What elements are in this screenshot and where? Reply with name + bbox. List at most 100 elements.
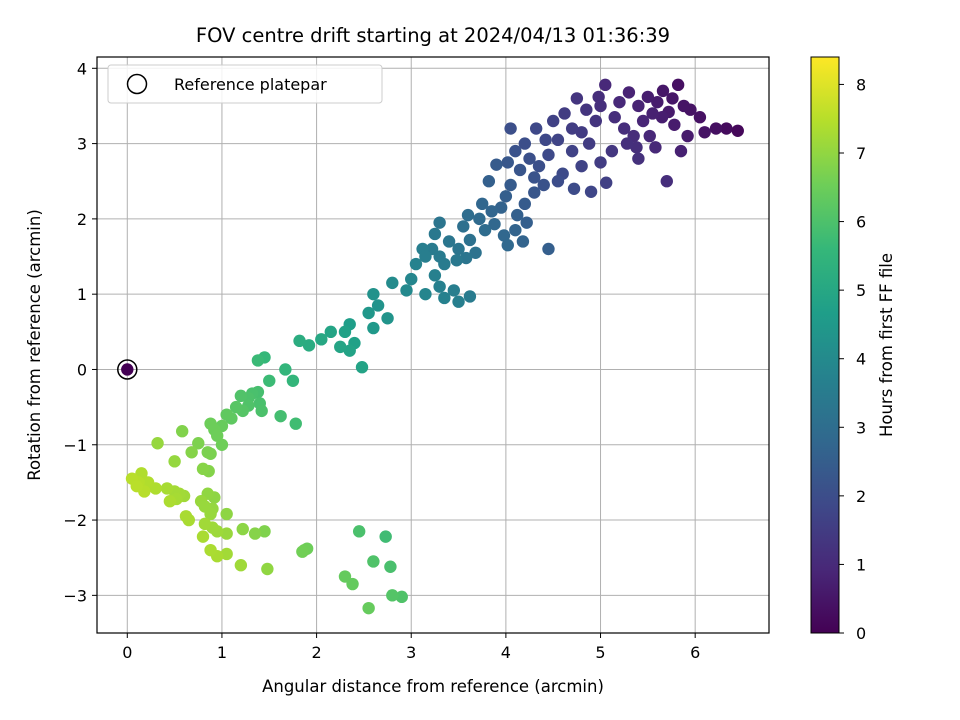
data-point (677, 99, 691, 113)
reference-point (121, 363, 134, 376)
data-point (490, 158, 503, 171)
data-point (504, 178, 517, 192)
data-point (499, 190, 513, 203)
data-point (381, 312, 394, 325)
y-tick-label: 1 (77, 285, 87, 304)
data-point (518, 197, 532, 211)
colorbar-label: Hours from first FF file (877, 253, 896, 437)
x-tick-label: 1 (217, 643, 227, 662)
data-point (646, 107, 659, 120)
chart-title: FOV centre drift starting at 2024/04/13 … (196, 24, 670, 47)
data-point (600, 176, 613, 189)
y-tick-label: −2 (63, 511, 87, 530)
data-point (343, 344, 356, 357)
data-point (666, 92, 679, 105)
data-point (346, 577, 359, 591)
data-point (334, 340, 347, 354)
data-point (509, 223, 522, 237)
data-point (523, 152, 536, 165)
data-point (731, 124, 744, 137)
data-point (488, 217, 501, 231)
data-point (509, 144, 522, 158)
data-point (362, 601, 375, 615)
data-point (532, 159, 546, 173)
data-point (447, 284, 461, 297)
data-point (720, 122, 733, 135)
data-point (185, 446, 198, 459)
data-point (220, 507, 233, 521)
data-point (302, 339, 316, 352)
data-point (539, 133, 552, 147)
data-point (234, 389, 248, 403)
data-point (575, 126, 588, 139)
x-tick-label: 6 (690, 643, 700, 662)
y-tick-label: −1 (63, 436, 87, 455)
data-point (584, 185, 598, 198)
colorbar-tick-label: 2 (856, 487, 866, 506)
data-point (656, 84, 670, 98)
data-point (655, 111, 669, 124)
data-point (461, 208, 475, 222)
y-tick-label: 2 (77, 210, 87, 229)
colorbar-tick-label: 3 (856, 418, 866, 437)
data-point (516, 235, 530, 248)
data-point (386, 276, 399, 290)
data-point (513, 163, 527, 177)
data-point (367, 321, 380, 335)
data-point (567, 182, 581, 195)
data-point (452, 295, 465, 308)
data-point (463, 233, 477, 247)
data-point (594, 156, 607, 169)
data-point (580, 103, 593, 116)
data-point (478, 223, 492, 237)
data-point (192, 437, 205, 450)
data-point (386, 589, 399, 602)
x-tick-label: 0 (122, 643, 132, 662)
data-point (632, 99, 645, 113)
data-point (501, 239, 514, 252)
data-point (636, 114, 650, 128)
data-point (442, 235, 456, 248)
data-point (641, 90, 655, 104)
data-point (367, 555, 380, 568)
data-point (594, 99, 607, 113)
data-point (674, 144, 688, 158)
data-point (620, 137, 634, 150)
data-point (362, 306, 375, 320)
data-point (196, 462, 210, 476)
data-point (565, 144, 579, 158)
data-point (671, 78, 685, 92)
data-point (450, 254, 463, 267)
data-point (229, 400, 243, 414)
data-point (482, 175, 496, 188)
data-point (338, 325, 352, 339)
data-point (293, 334, 306, 348)
data-point (130, 479, 143, 493)
data-point (551, 133, 565, 147)
data-point (709, 122, 723, 135)
data-point (215, 438, 229, 451)
data-point (151, 437, 164, 450)
data-point (520, 216, 533, 229)
reference-point-ring (117, 359, 138, 380)
data-point (261, 562, 274, 576)
data-point (504, 122, 517, 135)
colorbar-scale (810, 56, 840, 634)
colorbar-tick-label: 5 (856, 281, 866, 300)
colorbar-tick-label: 6 (856, 213, 866, 232)
data-point (168, 455, 181, 468)
data-point (296, 545, 309, 558)
data-point (338, 570, 352, 583)
data-point (220, 527, 233, 540)
y-tick-label: 3 (77, 135, 87, 154)
data-point (248, 527, 262, 540)
y-tick-label: 0 (77, 360, 87, 379)
data-point (537, 178, 550, 192)
data-point (371, 299, 385, 312)
plot-frame (96, 56, 770, 634)
data-point (220, 408, 233, 421)
data-point (463, 290, 477, 303)
data-point (196, 530, 210, 543)
data-point (409, 257, 423, 271)
